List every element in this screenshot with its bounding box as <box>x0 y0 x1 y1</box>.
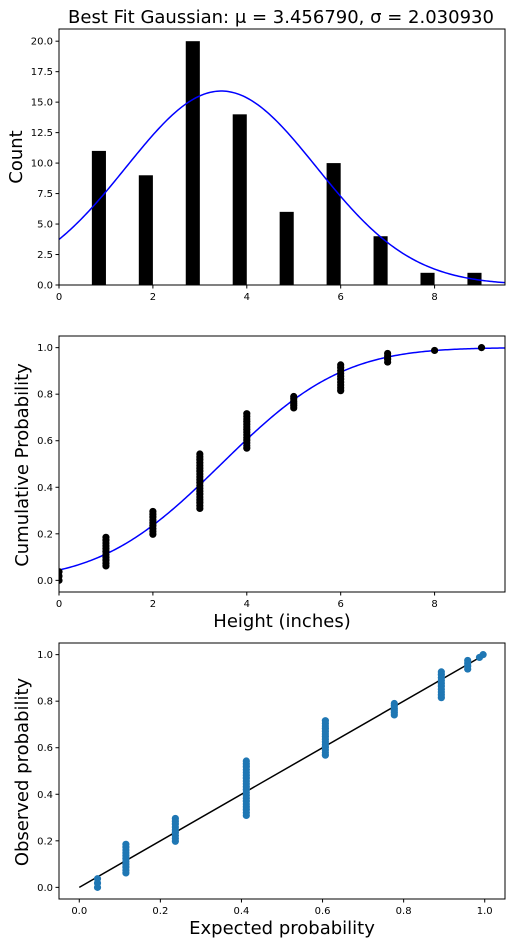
data-point <box>430 346 439 355</box>
data-point <box>477 344 486 352</box>
bar <box>138 175 153 285</box>
data-point <box>321 717 329 725</box>
y-tick-label: 2.5 <box>37 250 53 261</box>
y-tick-label: 15.0 <box>31 98 53 109</box>
data-point <box>337 361 345 369</box>
histogram-ticks: 0 2 4 6 8 0.0 2.5 5.0 7.5 10.0 12.5 15.0 17.5 20.0 <box>31 37 438 303</box>
histogram-ylabel: Count <box>6 130 27 183</box>
y-tick-label: 0.0 <box>37 281 53 292</box>
data-point <box>243 410 251 418</box>
y-tick-label: 20.0 <box>31 37 53 48</box>
x-tick-label: 1.0 <box>477 906 493 917</box>
x-tick-label: 8 <box>431 292 437 303</box>
fit-curve <box>59 347 505 571</box>
data-point <box>464 656 472 665</box>
x-tick-label: 0 <box>56 292 62 303</box>
y-tick-label: 0.8 <box>37 390 53 401</box>
pp-marks <box>78 651 487 891</box>
bar <box>232 114 247 285</box>
pp-xlabel: Expected probability <box>189 918 375 939</box>
bar <box>185 41 200 285</box>
y-tick-label: 10.0 <box>31 159 53 170</box>
y-tick-label: 0.2 <box>37 529 53 540</box>
y-tick-label: 0.0 <box>37 883 53 894</box>
data-point <box>122 840 130 848</box>
y-tick-label: 17.5 <box>31 67 53 78</box>
data-point <box>384 349 392 358</box>
cdf-xlabel: Height (inches) <box>213 611 350 632</box>
x-tick-label: 0.8 <box>396 906 412 917</box>
pp-panel: Observed probability Expected probabilit… <box>12 642 506 939</box>
bar <box>326 163 341 285</box>
x-tick-label: 0.2 <box>152 906 168 917</box>
x-tick-label: 6 <box>337 292 343 303</box>
data-point <box>437 668 445 676</box>
data-point <box>242 757 250 765</box>
pp-ticks: 0.0 0.2 0.4 0.6 0.8 1.0 0.0 0.2 0.4 0.6 0.8 1.0 <box>37 650 493 917</box>
x-tick-label: 0.0 <box>71 906 87 917</box>
x-tick-label: 4 <box>244 599 250 610</box>
cdf-panel: Cumulative Probability Height (inches) 0… <box>12 335 506 632</box>
data-point <box>59 568 63 576</box>
x-tick-label: 0 <box>56 599 62 610</box>
y-tick-label: 0.6 <box>37 743 53 754</box>
bar <box>420 272 435 285</box>
cdf-marks <box>59 344 505 584</box>
data-point <box>93 875 102 883</box>
cdf-ticks: 0 2 4 6 8 0.0 0.2 0.4 0.6 0.8 1.0 <box>37 343 438 610</box>
histogram-frame <box>58 28 506 286</box>
y-tick-label: 12.5 <box>31 128 53 139</box>
cdf-ylabel: Cumulative Probability <box>12 363 33 567</box>
x-tick-label: 4 <box>244 292 250 303</box>
histogram-marks <box>59 41 505 285</box>
data-point <box>479 651 487 659</box>
y-tick-label: 7.5 <box>37 189 53 200</box>
y-tick-label: 0.4 <box>37 483 53 494</box>
reference-line <box>78 653 486 889</box>
y-tick-label: 0.0 <box>37 576 53 587</box>
bar <box>373 236 388 285</box>
histogram-panel: Best Fit Gaussian: μ = 3.456790, σ = 2.0… <box>6 7 506 303</box>
y-tick-label: 0.2 <box>37 836 53 847</box>
data-point <box>102 533 110 541</box>
bar <box>279 211 294 285</box>
x-tick-label: 8 <box>431 599 437 610</box>
x-tick-label: 0.4 <box>234 906 250 917</box>
data-point <box>390 699 398 708</box>
x-tick-label: 0.6 <box>315 906 331 917</box>
data-point <box>171 814 179 823</box>
data-point <box>196 450 204 458</box>
y-tick-label: 5.0 <box>37 220 53 231</box>
data-point <box>149 507 157 516</box>
y-tick-label: 1.0 <box>37 650 53 661</box>
histogram-title: Best Fit Gaussian: μ = 3.456790, σ = 2.0… <box>68 7 494 28</box>
data-point <box>290 392 298 401</box>
y-tick-label: 0.8 <box>37 697 53 708</box>
x-tick-label: 6 <box>337 599 343 610</box>
x-tick-label: 2 <box>150 292 156 303</box>
bar <box>91 150 106 285</box>
x-tick-label: 2 <box>150 599 156 610</box>
pp-ylabel: Observed probability <box>12 677 33 866</box>
y-tick-label: 0.4 <box>37 790 53 801</box>
y-tick-label: 0.6 <box>37 436 53 447</box>
pp-frame <box>58 642 506 900</box>
fit-curve <box>59 90 505 284</box>
cdf-frame <box>58 335 506 593</box>
y-tick-label: 1.0 <box>37 343 53 354</box>
